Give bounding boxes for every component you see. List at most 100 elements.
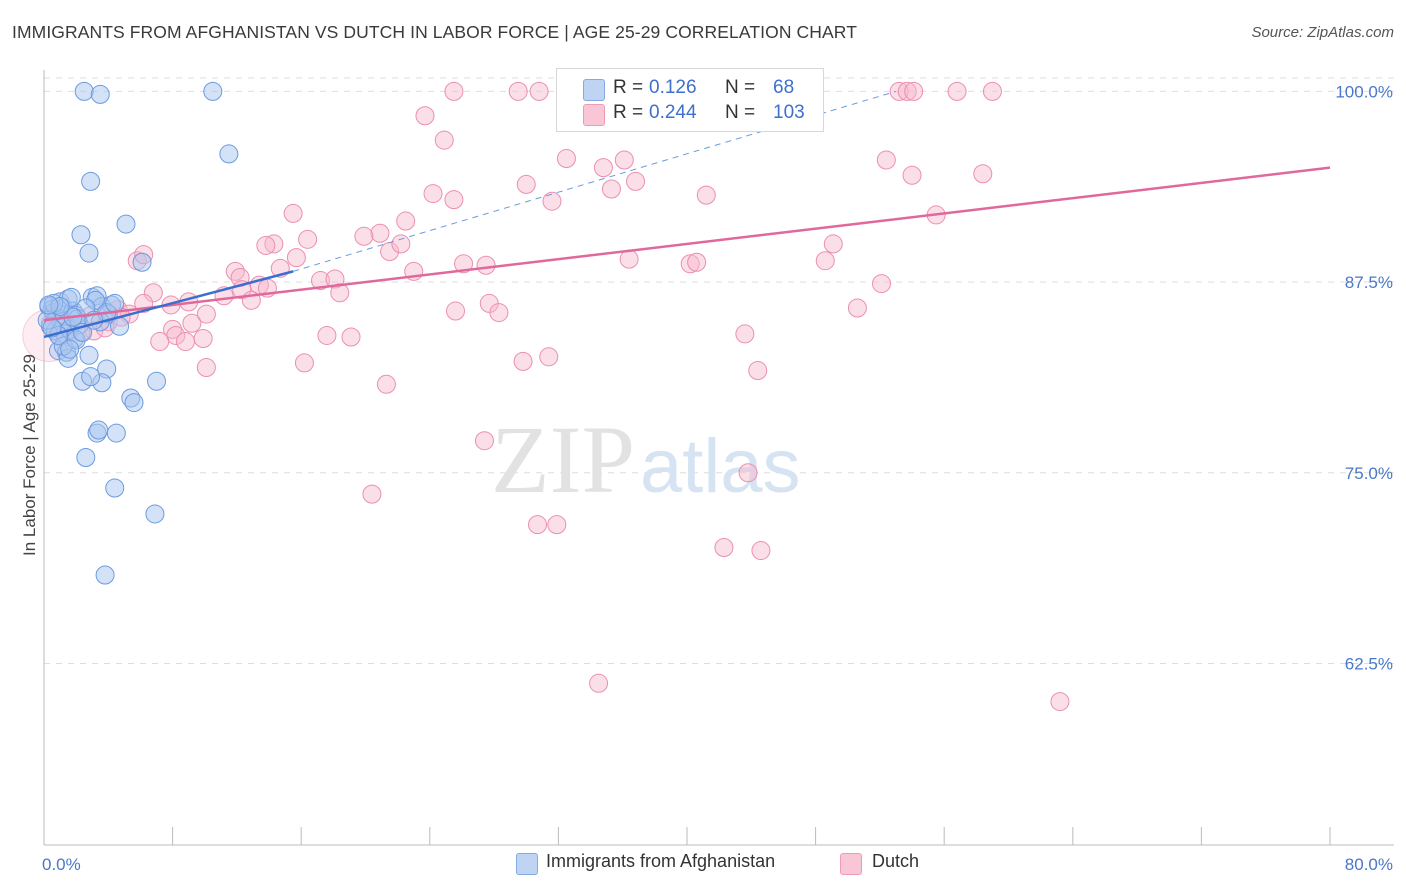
dutch-point [751,541,771,561]
afghanistan-point [106,423,126,443]
dutch-point [516,174,536,194]
dutch-point [619,249,639,269]
afghanistan-point [71,225,91,245]
dutch-point [542,191,562,211]
dutch-point [175,332,195,352]
legend-n-label: N = [725,77,756,98]
dutch-point [897,81,917,101]
afghanistan-point [145,504,165,524]
dutch-point [982,81,1002,101]
legend-row-afghanistan: R = 0.126 N = 68 [557,75,823,101]
dutch-point [735,324,755,344]
dutch-point [317,325,337,345]
watermark-zip: ZIP [491,406,635,513]
dutch-point [626,171,646,191]
source-label: Source: ZipAtlas.com [1251,24,1394,41]
dutch-point [687,252,707,272]
trend-lines [43,90,1331,339]
afghanistan-point [79,345,99,365]
dutch-point [298,229,318,249]
dutch-point [696,185,716,205]
afghanistan-point [105,478,125,498]
afghanistan-point [81,171,101,191]
dutch-point [310,271,330,291]
x-tick-label-max: 80.0% [1345,855,1393,874]
dutch-point [354,226,374,246]
dutch-point [508,81,528,101]
axes [43,70,1394,846]
legend-r-label: R = [613,77,644,98]
legend-row-dutch: R = 0.244 N = 103 [557,102,823,128]
bottom-legend-label-afghanistan: Immigrants from Afghanistan [546,851,776,871]
dutch-point [889,81,909,101]
dutch-point [391,234,411,254]
afghanistan-point [116,214,136,234]
y-tick-label: 75.0% [1345,464,1393,483]
dutch-point [370,223,390,243]
dutch-point [589,673,609,693]
dutch-point [973,164,993,184]
dutch-point [434,130,454,150]
dutch-point [286,248,306,268]
dutch-point [876,150,896,170]
legend-n-value-blue: 68 [773,77,795,98]
bottom-legend-label-dutch: Dutch [872,851,920,871]
dutch-point [376,374,396,394]
afghanistan-point [147,371,167,391]
dutch-point [529,81,549,101]
afghanistan-point [132,252,152,272]
dutch-point [748,361,768,381]
y-tick-label: 100.0% [1335,82,1393,101]
legend-r-label: R = [613,102,644,123]
afghanistan-point [79,243,99,263]
chart-title: IMMIGRANTS FROM AFGHANISTAN VS DUTCH IN … [12,22,857,42]
dutch-point [256,235,276,255]
dutch-point [547,515,567,535]
dutch-point [872,274,892,294]
dutch-point [415,106,435,126]
dutch-point [904,81,924,101]
dutch-point [947,81,967,101]
dutch-point [396,211,416,231]
dutch-point [476,255,496,275]
dutch-point [193,329,213,349]
dutch-point [163,319,183,339]
legend: R = 0.126 N = 68 R = 0.244 N = 103 [556,68,824,132]
bottom-legend-swatch-pink [840,853,862,875]
afghanistan-point [105,293,125,313]
dutch-point [474,431,494,451]
dutch-point [423,184,443,204]
afghanistan-point [81,367,101,387]
watermark: ZIP atlas [491,406,801,513]
dutch-point [528,515,548,535]
afghanistan-point [203,81,223,101]
dutch-points [22,81,1070,712]
afghanistan-trend-line [43,270,294,339]
dutch-point [196,357,216,377]
dutch-point [182,313,202,333]
dutch-point [489,303,509,323]
watermark-atlas: atlas [640,424,801,509]
dutch-point [539,347,559,367]
legend-n-value-pink: 103 [773,102,805,123]
afghanistan-point [74,81,94,101]
legend-r-value-blue: 0.126 [649,77,697,98]
y-tick-label: 87.5% [1345,273,1393,292]
legend-swatch-pink [583,104,605,126]
dutch-point [847,298,867,318]
dutch-point [341,327,361,347]
dutch-point [444,81,464,101]
y-tick-label: 62.5% [1345,654,1393,673]
dutch-point [294,353,314,373]
afghanistan-point [60,339,80,359]
legend-n-label: N = [725,102,756,123]
legend-r-value-pink: 0.244 [649,102,697,123]
afghanistan-point [124,393,144,413]
afghanistan-points [37,81,239,585]
afghanistan-trend-line-extension [293,90,897,272]
dutch-point [150,332,170,352]
afghanistan-point [95,565,115,585]
afghanistan-point [219,144,239,164]
afghanistan-point [76,448,96,467]
